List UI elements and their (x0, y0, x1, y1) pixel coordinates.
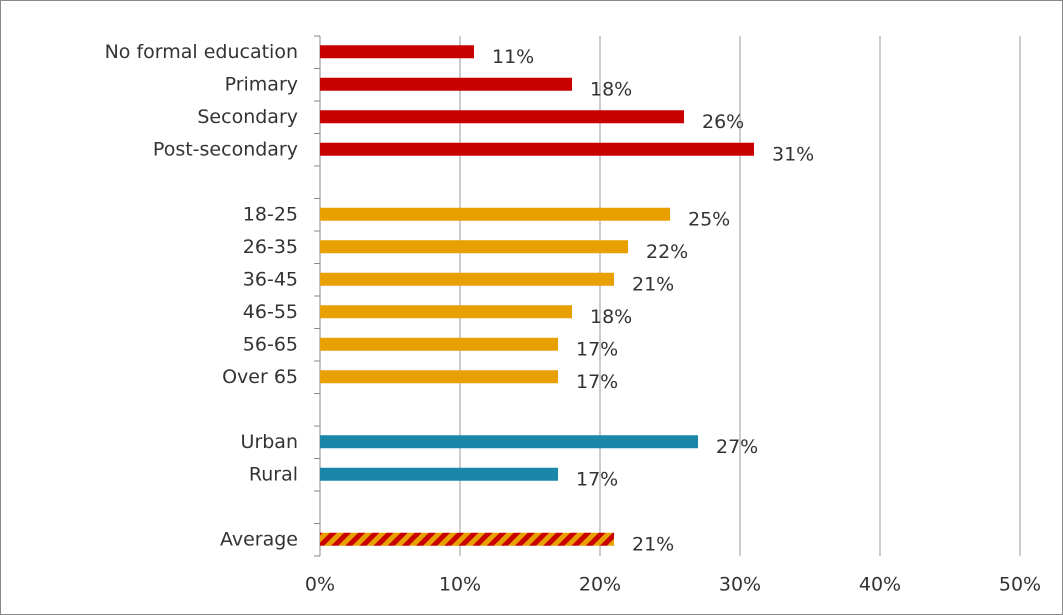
bar (320, 77, 572, 91)
bar (320, 370, 558, 384)
bar (320, 110, 684, 124)
y-tick-label: Primary (225, 73, 298, 95)
data-label: 18% (590, 78, 632, 100)
bar (320, 435, 698, 449)
data-label: 21% (632, 273, 674, 295)
y-tick-label: 26-35 (243, 236, 298, 258)
y-tick-label: Urban (241, 431, 298, 453)
bar (320, 207, 670, 221)
data-label: 31% (772, 143, 814, 165)
data-label: 21% (632, 533, 674, 555)
y-tick-label: 56-65 (243, 333, 298, 355)
bar (320, 142, 754, 156)
data-label: 18% (590, 306, 632, 328)
data-label: 27% (716, 436, 758, 458)
y-tick-label: Secondary (197, 106, 298, 128)
bar (320, 272, 614, 286)
y-tick-label: 46-55 (243, 301, 298, 323)
y-tick-label: 36-45 (243, 268, 298, 290)
data-label: 17% (576, 371, 618, 393)
data-label: 17% (576, 468, 618, 490)
x-tick-label: 50% (999, 574, 1041, 596)
x-tick-label: 10% (439, 574, 481, 596)
bar (320, 305, 572, 319)
data-label: 22% (646, 241, 688, 263)
y-tick-label: No formal education (105, 41, 298, 63)
y-tick-label: Post-secondary (153, 138, 298, 160)
data-label: 17% (576, 338, 618, 360)
bar (320, 467, 558, 481)
y-tick-label: Average (220, 528, 298, 550)
x-tick-label: 20% (579, 574, 621, 596)
y-tick-label: Over 65 (222, 366, 298, 388)
data-label: 25% (688, 208, 730, 230)
data-label: 26% (702, 111, 744, 133)
data-label: 11% (492, 46, 534, 68)
bar (320, 45, 474, 59)
y-tick-label: Rural (249, 463, 298, 485)
x-tick-label: 30% (719, 574, 761, 596)
x-tick-label: 40% (859, 574, 901, 596)
bar (320, 532, 614, 546)
y-tick-label: 18-25 (243, 203, 298, 225)
bar (320, 240, 628, 254)
bar (320, 337, 558, 351)
x-tick-label: 0% (305, 574, 335, 596)
